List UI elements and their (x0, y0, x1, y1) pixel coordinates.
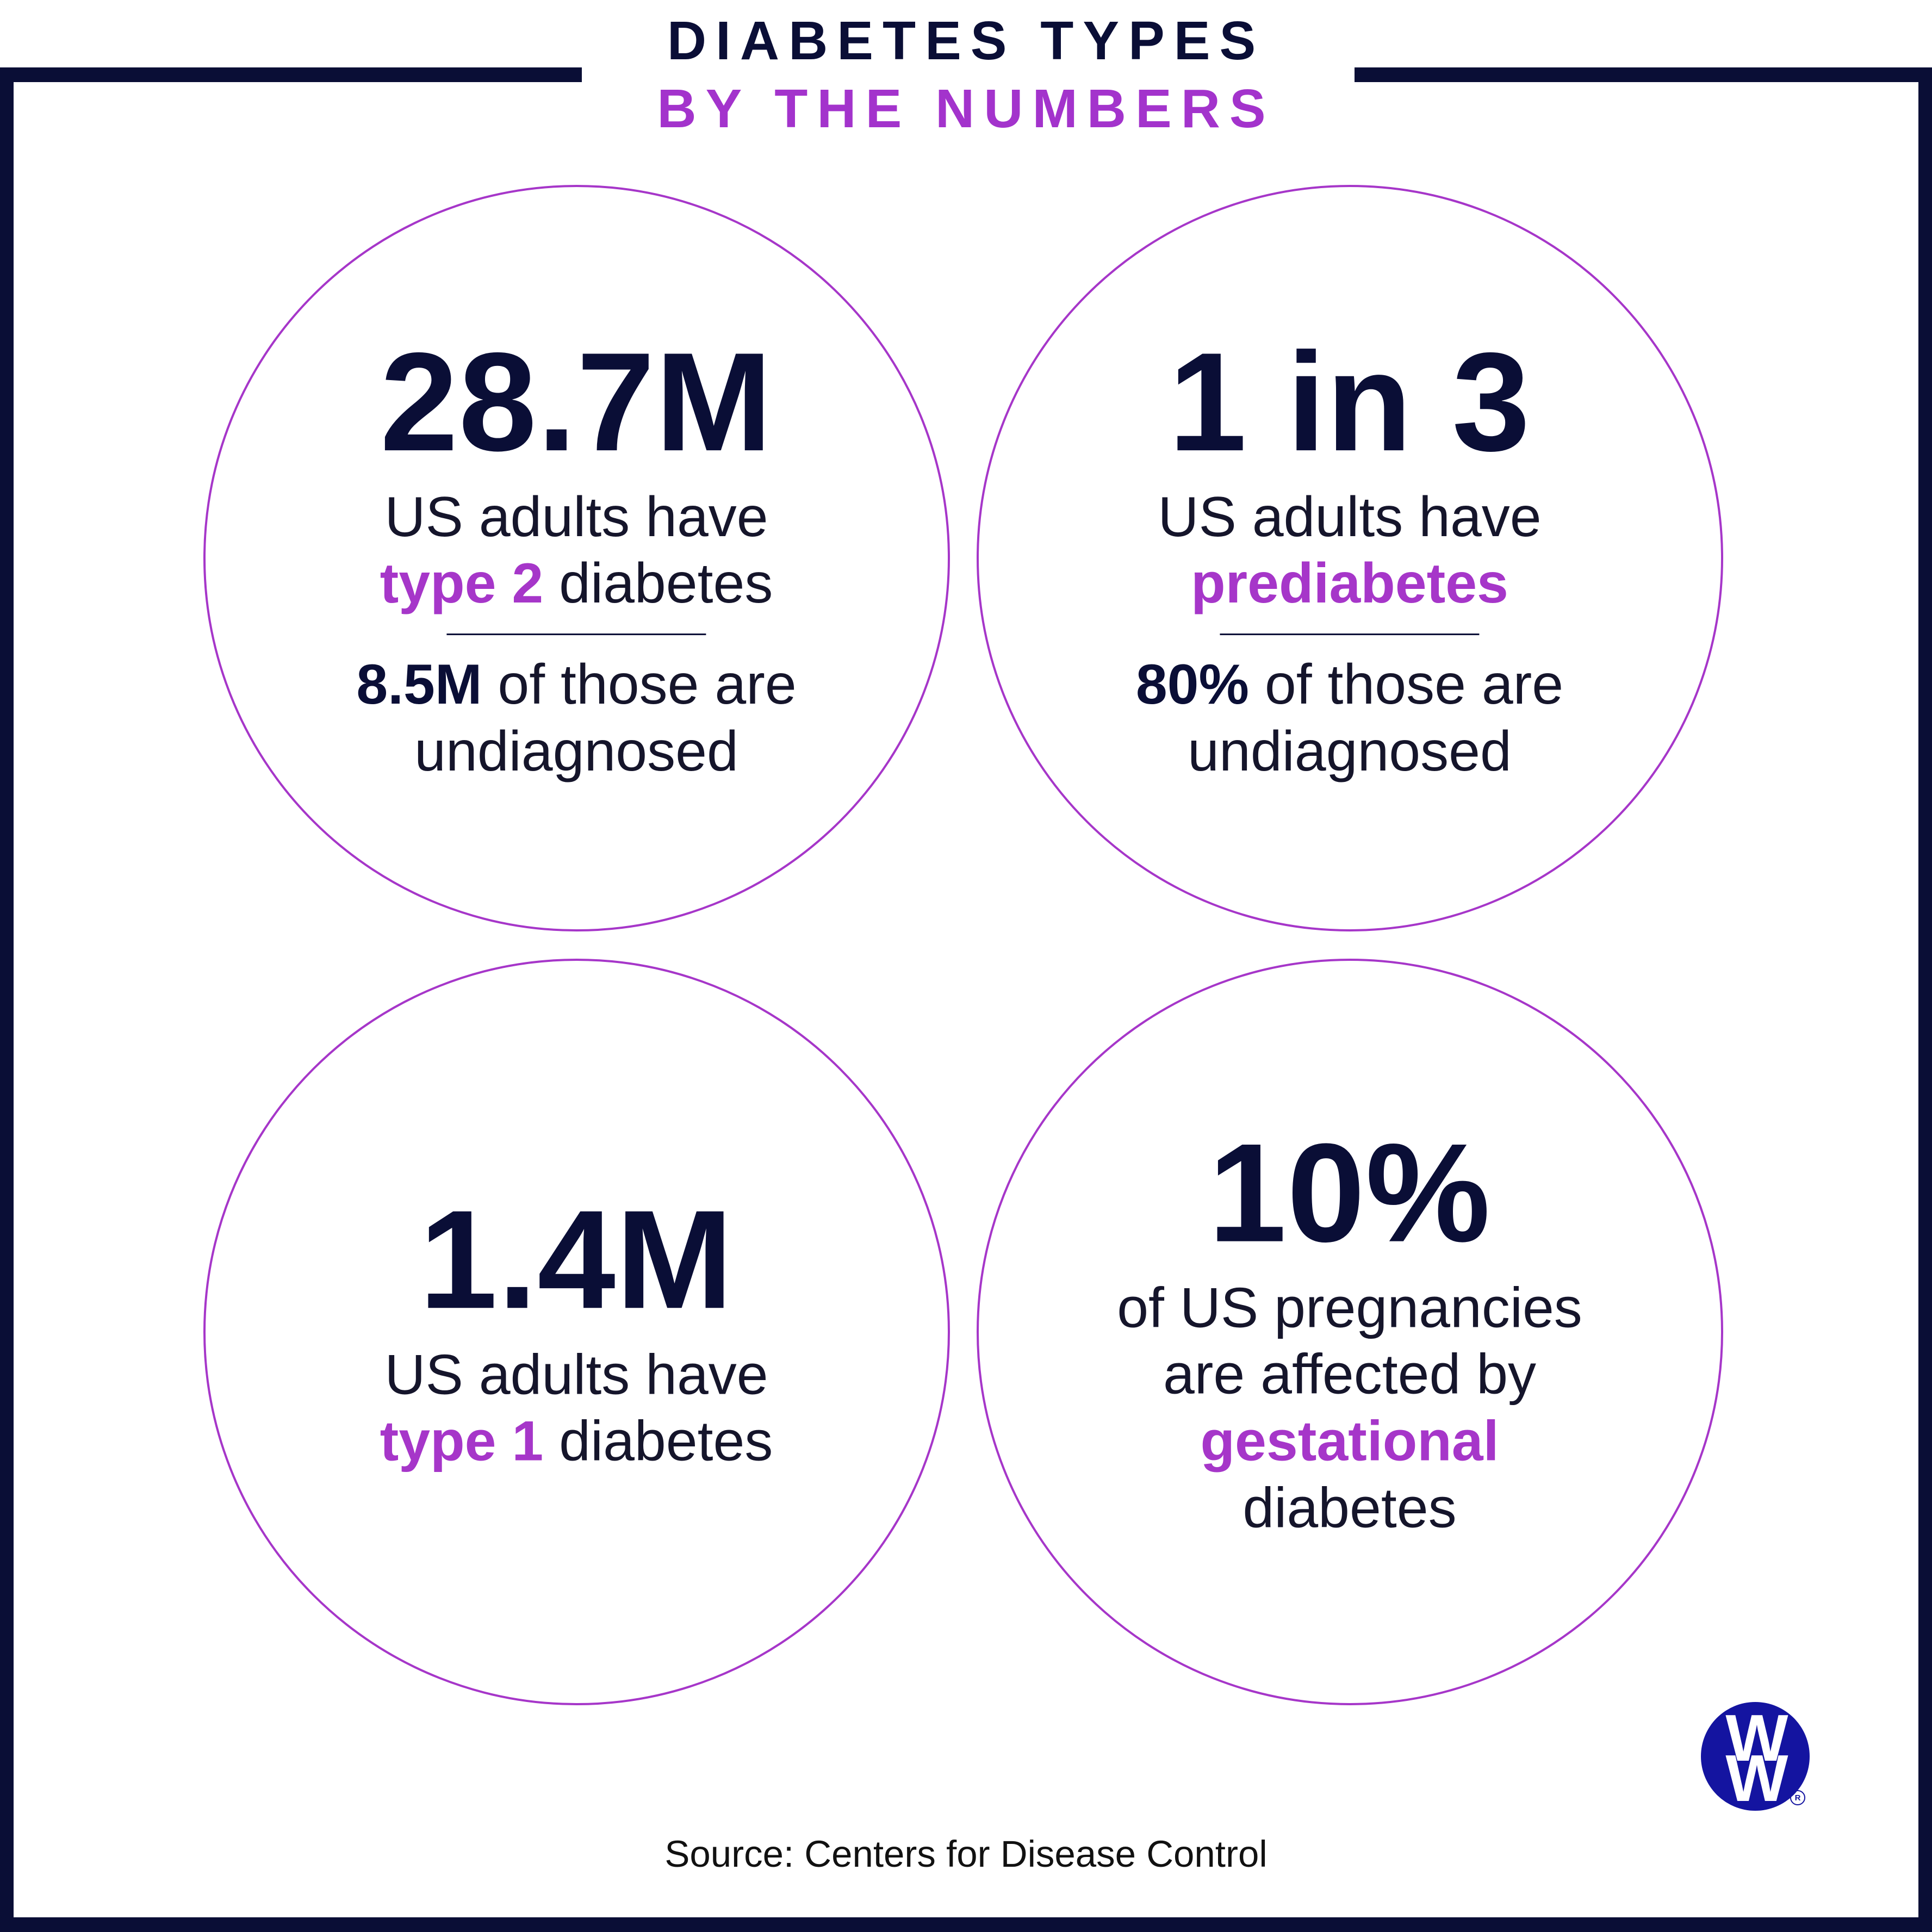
svg-text:W: W (1725, 1741, 1788, 1811)
svg-text:R: R (1795, 1793, 1801, 1803)
